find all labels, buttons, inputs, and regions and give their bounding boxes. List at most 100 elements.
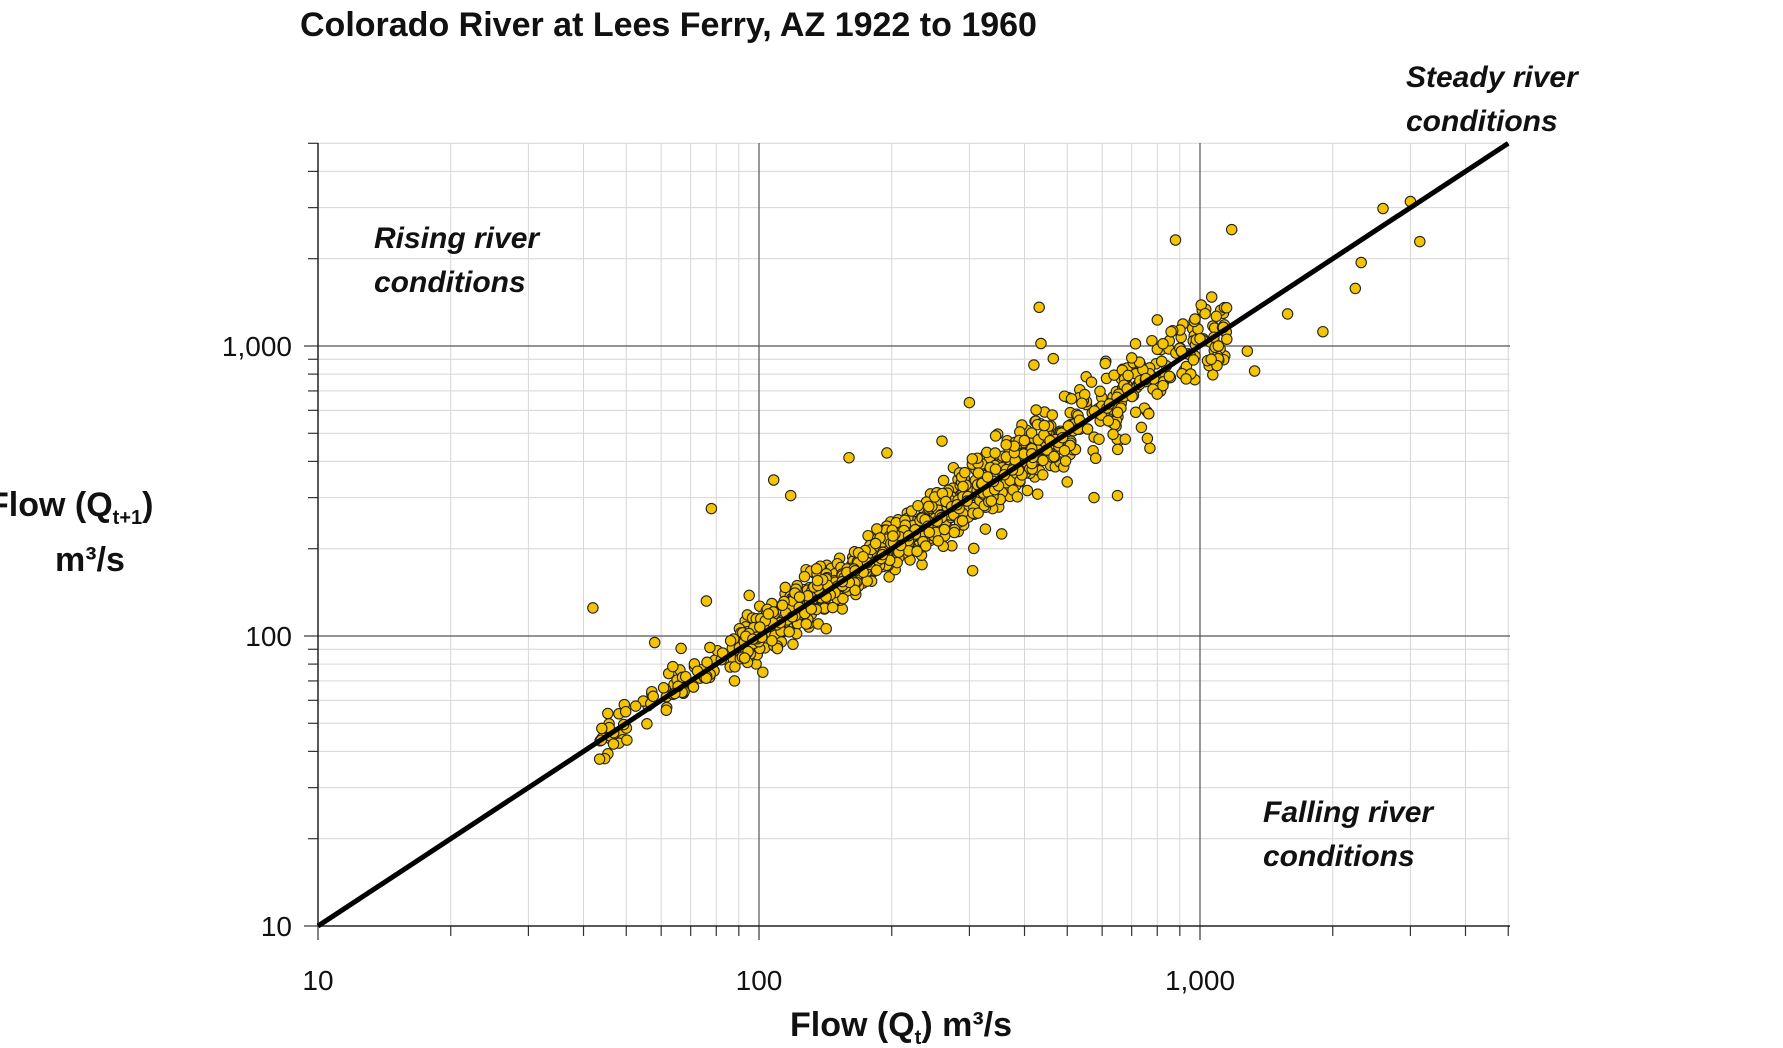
data-point <box>1088 491 1100 504</box>
data-point <box>881 447 893 459</box>
data-point <box>1119 433 1132 445</box>
data-point <box>810 563 823 575</box>
data-point <box>776 599 789 612</box>
data-point <box>1038 419 1051 432</box>
data-point <box>957 480 969 493</box>
x-axis-label: Flow (Qt) m³/s <box>790 1006 1012 1048</box>
data-point <box>1102 415 1115 427</box>
data-point <box>1081 423 1094 435</box>
data-point <box>1349 282 1362 295</box>
data-point <box>593 753 606 765</box>
annotation-steady-line2: conditions <box>1406 105 1558 138</box>
data-point <box>762 608 775 620</box>
data-point <box>989 430 1002 442</box>
data-point <box>1169 234 1182 246</box>
axes <box>304 142 1510 940</box>
data-point <box>1030 404 1042 416</box>
data-point <box>1033 301 1045 314</box>
x-tick-label: 1,000 <box>1165 965 1235 996</box>
y-tick-label: 10 <box>261 911 292 942</box>
data-point <box>1143 408 1155 420</box>
data-point <box>1157 338 1169 350</box>
data-point <box>1163 370 1176 383</box>
data-point <box>995 528 1008 540</box>
annotation-falling-line1: Falling river <box>1263 796 1435 829</box>
data-point <box>647 690 659 703</box>
data-point <box>641 718 653 730</box>
data-point <box>932 535 944 547</box>
data-point <box>968 542 980 555</box>
x-tick-label: 10 <box>302 965 333 996</box>
data-point <box>1146 334 1158 347</box>
data-point <box>1021 484 1034 497</box>
data-point <box>1212 340 1225 352</box>
data-point <box>857 550 869 563</box>
data-point <box>793 591 806 603</box>
data-point <box>912 499 924 512</box>
x-axis-label-subscript: t <box>915 1027 922 1048</box>
chart-title: Colorado River at Lees Ferry, AZ 1922 to… <box>300 6 1037 44</box>
data-point <box>1076 397 1088 409</box>
data-point <box>587 602 599 614</box>
data-point <box>937 474 950 487</box>
data-point <box>607 738 620 750</box>
data-point <box>660 704 673 716</box>
data-point <box>1355 256 1367 269</box>
data-point <box>966 453 979 465</box>
y-tick-label: 100 <box>245 621 292 652</box>
data-point <box>1011 491 1024 503</box>
data-point <box>1199 307 1211 320</box>
data-point <box>826 601 839 614</box>
data-point <box>705 502 718 515</box>
data-point <box>602 707 614 720</box>
data-point <box>849 584 861 597</box>
data-point <box>1241 345 1254 357</box>
data-point <box>1129 338 1142 350</box>
data-point <box>1157 379 1169 392</box>
tick-labels: 10 100 1,000 10 100 1,000 <box>222 331 1235 996</box>
data-point <box>621 734 633 746</box>
annotation-falling-line2: conditions <box>1263 840 1415 873</box>
data-point <box>596 722 608 735</box>
data-point <box>820 622 832 635</box>
annotation-rising-line1: Rising river <box>374 222 541 255</box>
data-point <box>1151 388 1163 400</box>
data-point <box>787 638 799 651</box>
data-point <box>738 652 751 664</box>
data-point <box>837 592 849 605</box>
data-point <box>1000 438 1012 451</box>
data-point <box>1058 444 1071 457</box>
data-point <box>757 666 769 678</box>
y-axis-label-units: m³/s <box>55 541 125 579</box>
data-point <box>1065 393 1078 405</box>
data-point <box>1111 443 1124 456</box>
data-point <box>989 447 1001 459</box>
data-point <box>724 635 737 647</box>
data-point <box>1048 450 1060 463</box>
data-point <box>784 489 797 502</box>
data-point <box>956 515 969 527</box>
data-point <box>1205 353 1217 366</box>
data-point <box>766 634 778 647</box>
data-point <box>1141 432 1154 445</box>
data-point <box>1111 489 1124 502</box>
data-point <box>1221 333 1233 345</box>
y-tick-label: 1,000 <box>222 331 292 362</box>
data-point <box>729 661 741 673</box>
data-point <box>1281 308 1294 320</box>
data-point <box>1107 428 1119 441</box>
data-point <box>1094 385 1106 398</box>
data-point <box>1061 476 1073 488</box>
annotation-rising-line2: conditions <box>374 266 526 299</box>
data-point <box>1047 352 1060 365</box>
data-point <box>800 618 813 630</box>
data-point <box>979 523 992 535</box>
data-point <box>767 474 780 486</box>
data-point <box>948 526 961 539</box>
data-point <box>1089 452 1102 465</box>
x-tick-label: 100 <box>736 965 783 996</box>
annotation-steady-line1: Steady river <box>1406 61 1580 94</box>
data-point <box>966 564 979 577</box>
y-axis-label-subscript: t+1 <box>113 507 142 529</box>
